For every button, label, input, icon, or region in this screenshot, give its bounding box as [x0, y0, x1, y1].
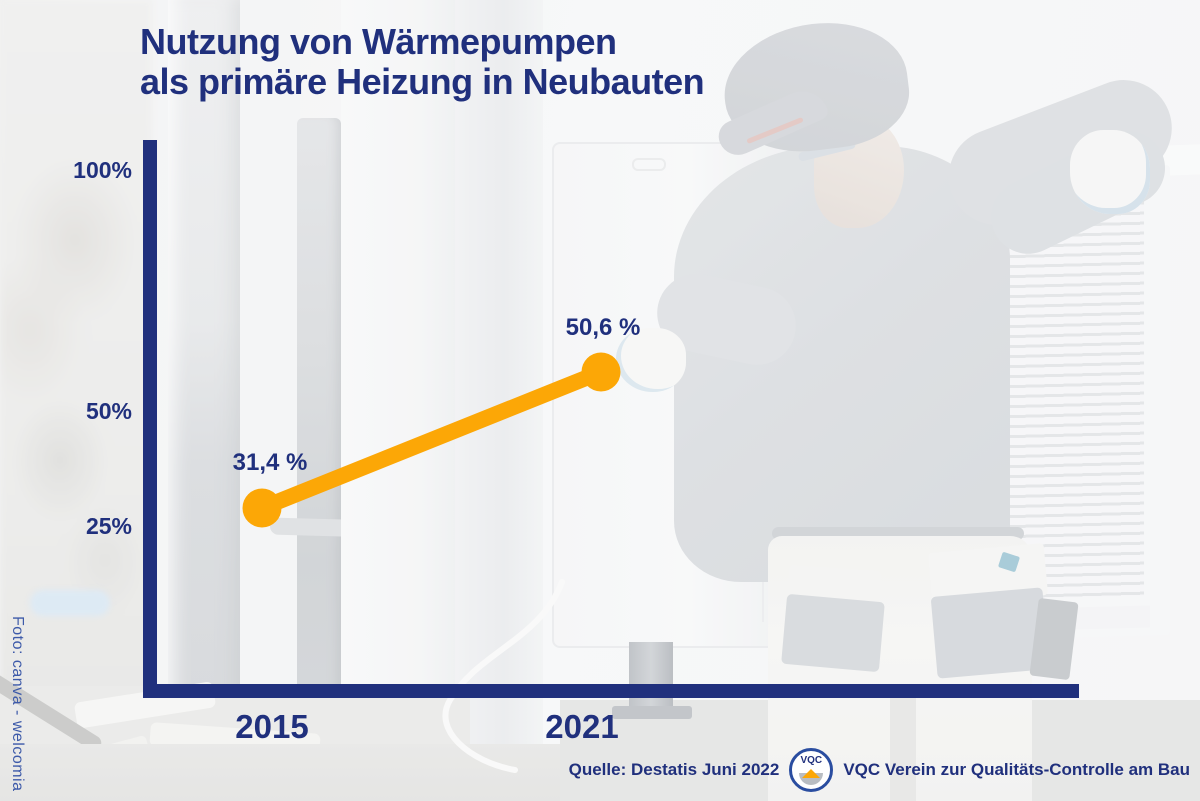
photo-worker-leg-gap — [890, 690, 916, 801]
x-axis-line — [143, 684, 1079, 698]
photo-worker-glove-left — [616, 328, 686, 392]
chart-title: Nutzung von Wärmepumpen als primäre Heiz… — [140, 21, 705, 102]
photo-heat-pump-stand — [629, 642, 673, 712]
photo-worker-glove-right — [1070, 130, 1150, 214]
photo-heat-pump-foot — [612, 706, 692, 719]
chart-title-line1: Nutzung von Wärmepumpen — [140, 21, 617, 62]
y-axis-tick-50: 50% — [85, 398, 132, 424]
footer: Quelle: Destatis Juni 2022 VQC VQC Verei… — [569, 748, 1190, 792]
data-label-2021: 50,6 % — [565, 314, 641, 341]
vqc-logo-orange-triangle — [802, 769, 821, 778]
x-axis-label-2021: 2021 — [545, 708, 619, 745]
photo-heat-pump-vent — [632, 158, 666, 171]
org-name: VQC Verein zur Qualitäts-Controlle am Ba… — [843, 760, 1190, 779]
source-text: Quelle: Destatis Juni 2022 — [568, 760, 780, 779]
photo-downpipe-left — [168, 0, 240, 801]
photo-credit: Foto: canva - welcomia — [9, 616, 26, 792]
vqc-logo-text: VQC — [800, 755, 823, 766]
y-axis-tick-100: 100% — [73, 157, 132, 183]
vqc-logo: VQC — [789, 748, 834, 792]
photo-blue-object — [30, 590, 110, 616]
y-axis-line — [143, 140, 157, 698]
x-axis-label-2015: 2015 — [235, 708, 309, 745]
data-label-2015: 31,4 % — [232, 449, 308, 476]
photo-outdoor-left — [0, 0, 152, 801]
y-axis-tick-25: 25% — [85, 513, 132, 539]
chart-title-line2: als primäre Heizung in Neubauten — [140, 61, 705, 102]
